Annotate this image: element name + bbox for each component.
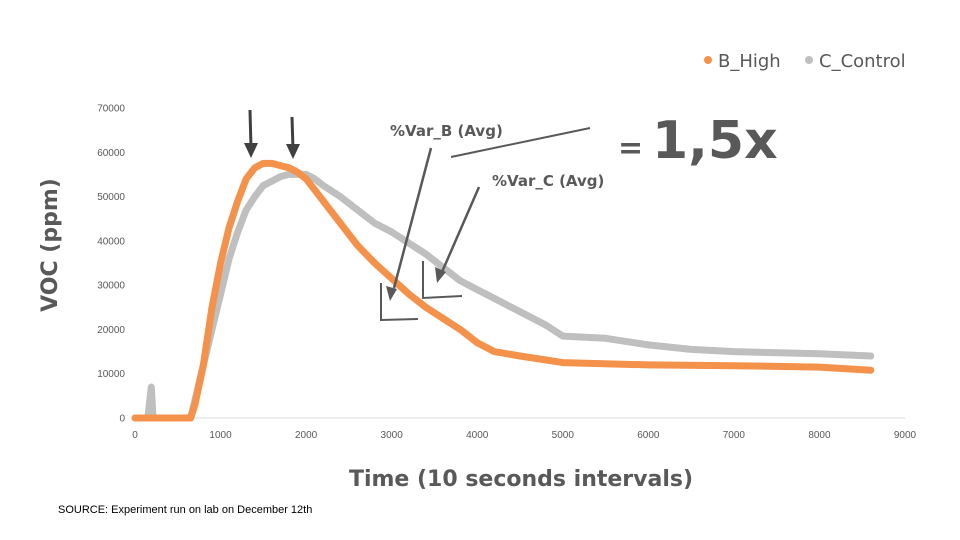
y-tick-label: 40000 [97,236,125,247]
x-tick-label: 3000 [381,430,404,441]
legend-marker-c-control [805,56,813,64]
peak-arrow-b-head [244,143,258,158]
x-tick-label: 6000 [637,430,660,441]
x-tick-label: 8000 [808,430,831,441]
x-axis-title: Time (10 seconds intervals) [349,467,693,492]
x-tick-label: 0 [132,430,138,441]
y-tick-label: 10000 [97,369,125,380]
x-tick-label: 9000 [894,430,917,441]
annotation-equals: = [618,131,643,166]
arrow-var-b-line [392,147,433,289]
arrow-var-b-head [386,286,397,301]
annotation-var-c: %Var_C (Avg) [492,172,604,190]
bracket-var-c [422,261,463,300]
arrow-var-c-head [435,267,446,283]
y-axis-ticks: 0 10000 20000 30000 40000 50000 60000 70000 [97,104,125,425]
annotation-arrows [386,127,591,301]
peak-arrow-c-line [290,116,295,150]
series-line-b-high [131,159,875,422]
connector-line [450,127,591,158]
legend-marker-b-high [704,56,712,64]
y-tick-label: 60000 [97,148,125,159]
peak-arrow-b-line [248,109,253,149]
y-tick-label: 70000 [97,104,125,115]
arrow-var-c-line [440,186,481,273]
series-layer [131,159,875,422]
series-line-c-control [131,170,875,422]
y-tick-label: 50000 [97,192,125,203]
x-tick-label: 5000 [552,430,575,441]
y-tick-label: 0 [119,414,125,425]
x-tick-label: 7000 [723,430,746,441]
source-note: SOURCE: Experiment run on lab on Decembe… [58,504,313,516]
x-axis-ticks: 0 1000 2000 3000 4000 5000 6000 7000 8000 9000 [132,430,916,441]
legend: B_High C_Control [704,51,906,72]
bracket-var-b [380,283,419,322]
x-tick-label: 2000 [295,430,318,441]
peak-arrow-c-head [286,144,300,159]
x-tick-label: 1000 [209,430,232,441]
legend-label-c-control: C_Control [819,51,906,72]
y-tick-label: 20000 [97,325,125,336]
annotation-var-b: %Var_B (Avg) [390,122,503,140]
annotation-ratio: 1,5x [652,111,778,171]
x-tick-label: 4000 [466,430,489,441]
peak-arrows [244,109,300,159]
y-tick-label: 30000 [97,281,125,292]
legend-label-b-high: B_High [718,51,781,72]
variance-brackets [380,261,463,322]
y-axis-title: VOC (ppm) [38,178,63,312]
